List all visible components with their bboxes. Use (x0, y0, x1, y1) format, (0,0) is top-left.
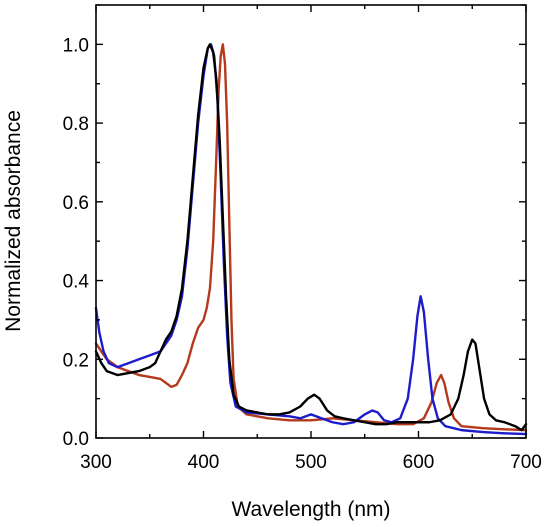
y-axis-title: Normalized absorbance (2, 110, 25, 332)
y-tick-label-2: 0.4 (63, 272, 90, 293)
x-tick-label-600: 600 (403, 452, 435, 473)
series-line-1 (94, 43, 528, 432)
axes-layer: 300 400 500 600 700 0.0 0.2 0.4 0.6 0.8 1.0 (63, 4, 542, 473)
y-tick-label-0: 0.0 (63, 429, 89, 450)
y-tick-label-3: 0.6 (63, 193, 89, 214)
x-tick-label-300: 300 (80, 452, 112, 473)
x-tick-label-500: 500 (295, 452, 327, 473)
series-layer (94, 43, 528, 436)
series-line-2 (94, 43, 528, 436)
y-tick-label-4: 0.8 (63, 114, 89, 135)
x-axis-title: Wavelength (nm) (231, 498, 390, 521)
y-tick-label-1: 0.2 (63, 350, 89, 371)
x-tick-label-400: 400 (188, 452, 220, 473)
y-tick-label-5: 1.0 (63, 35, 89, 56)
x-tick-label-700: 700 (510, 452, 542, 473)
plot-frame (95, 4, 527, 439)
series-line-3 (94, 43, 528, 432)
